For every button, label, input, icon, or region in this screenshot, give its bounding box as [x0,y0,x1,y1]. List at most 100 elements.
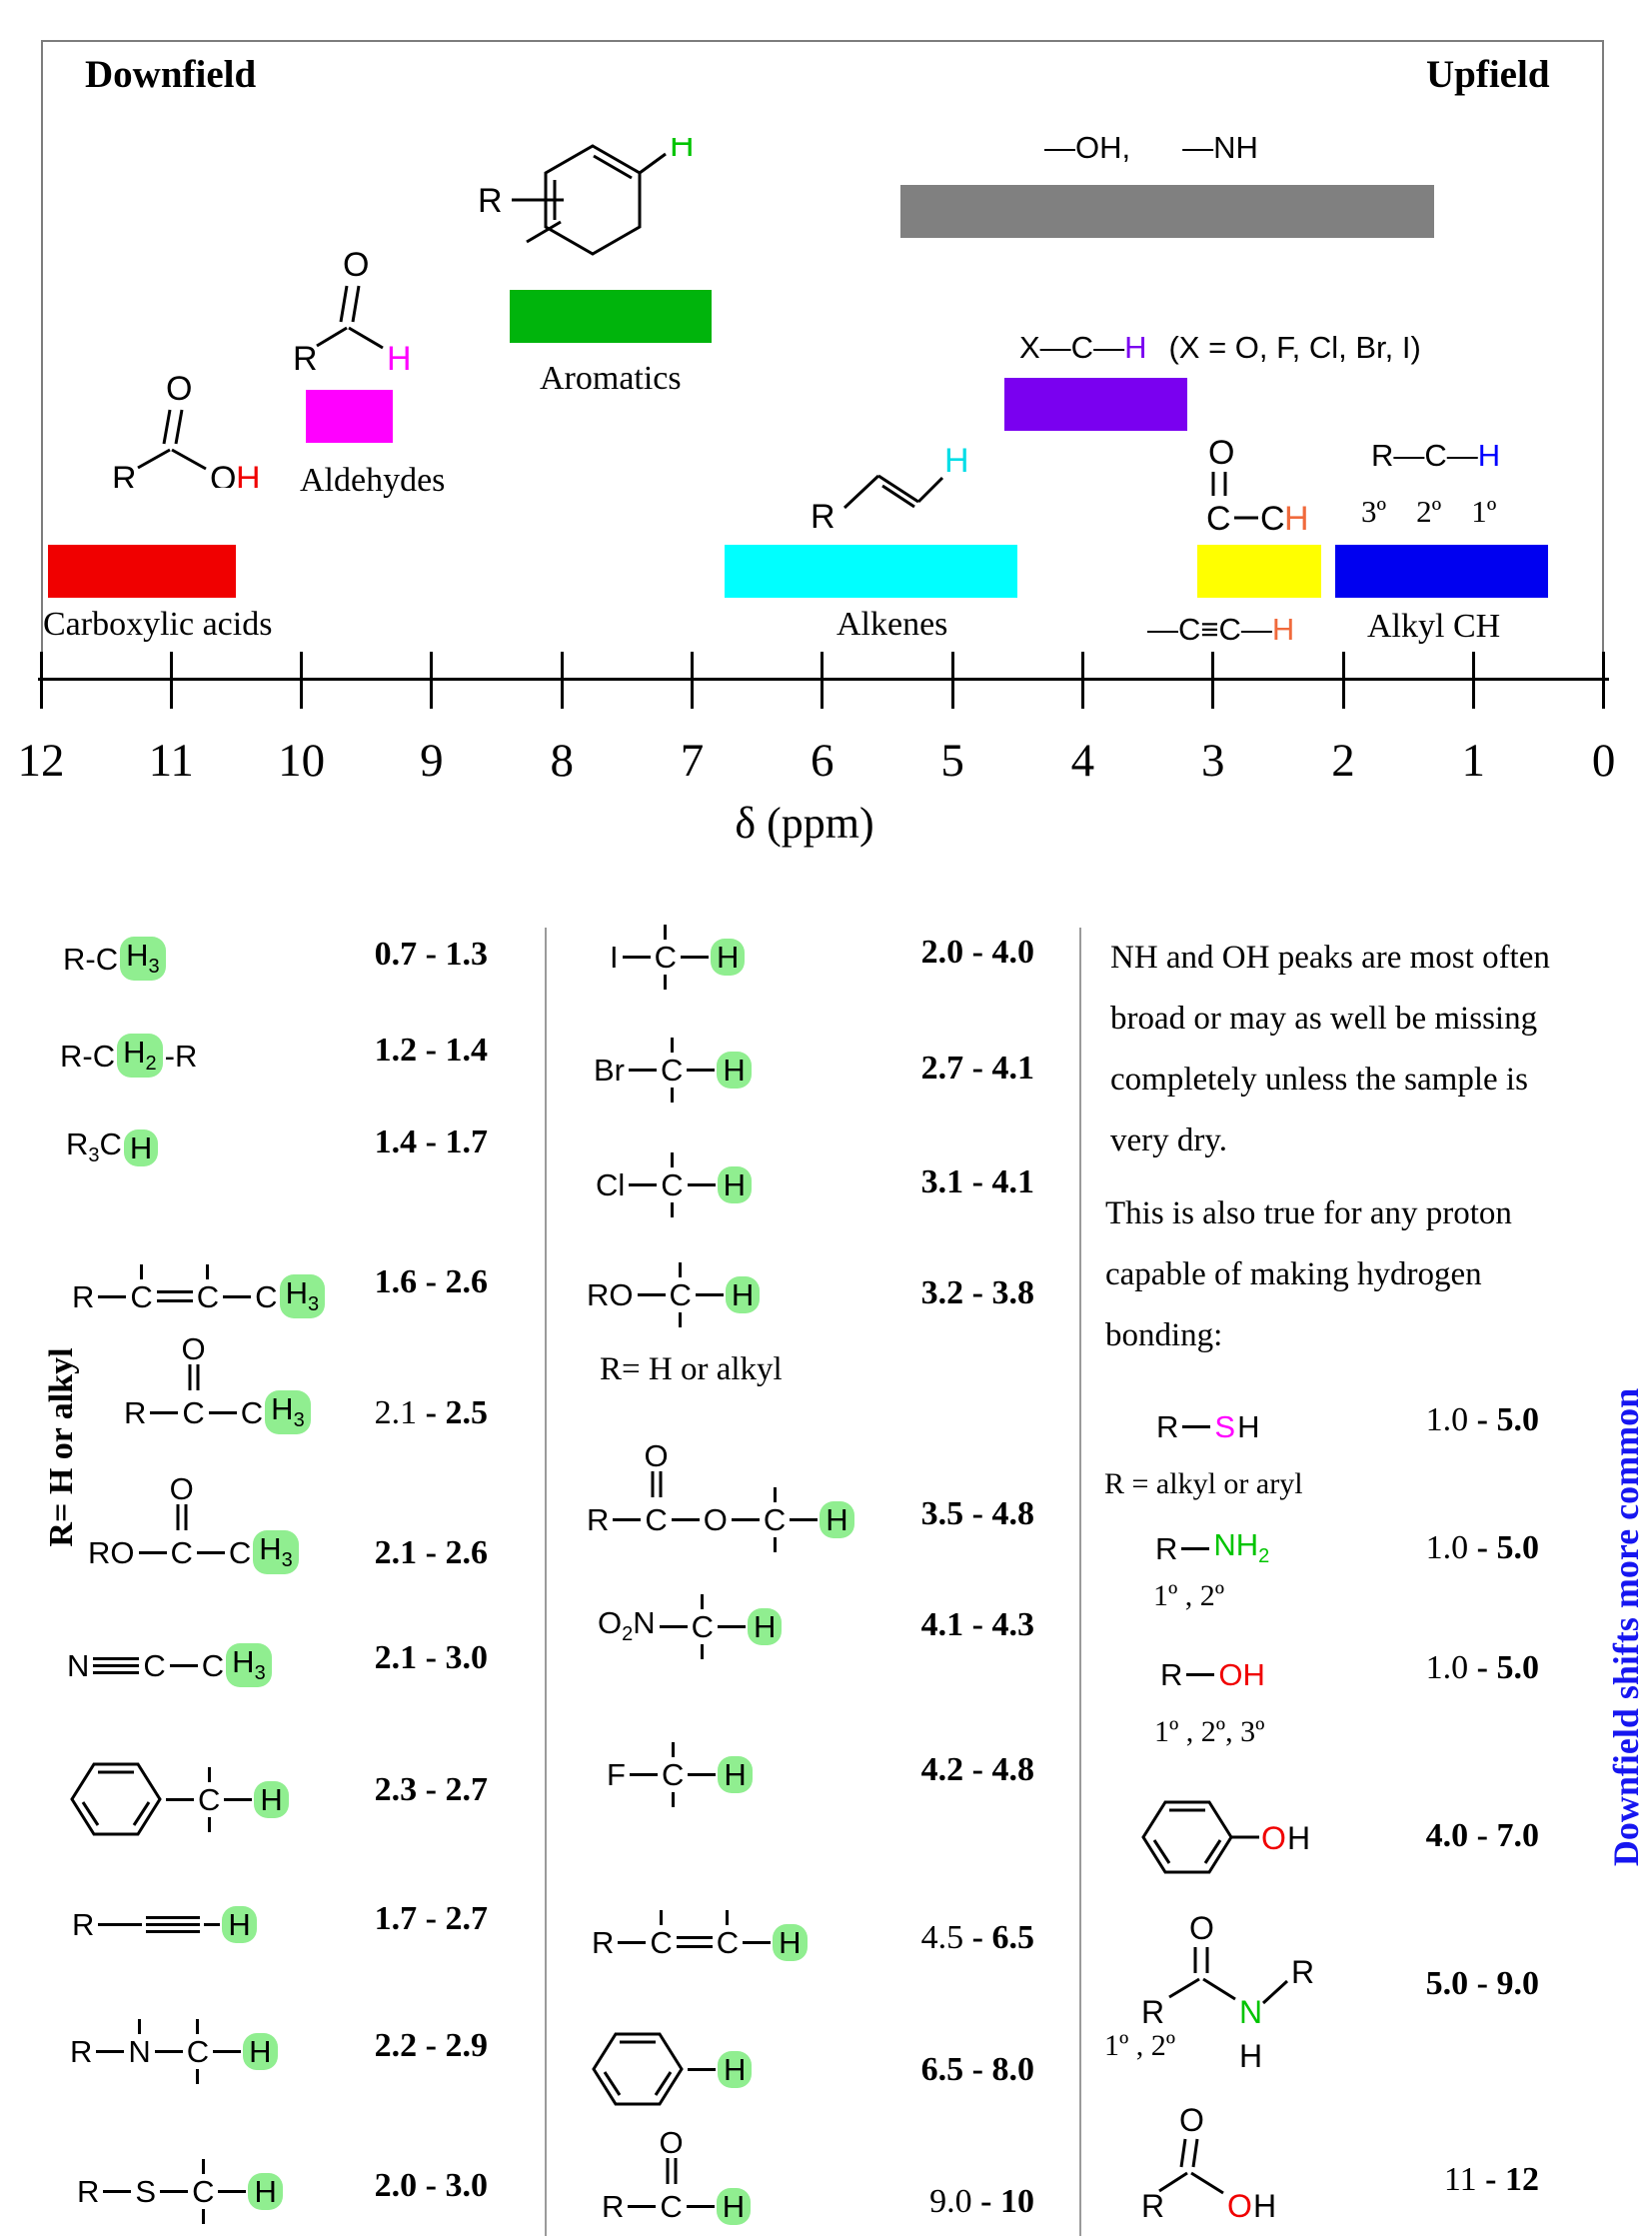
axis-tick [1211,652,1215,709]
region-bar-x-c-h [1004,378,1187,431]
atom-o: O [1189,1911,1214,1946]
carbonyl-double-bond-icon [666,2157,678,2184]
shift-range: 2.3 - 2.7 [374,1771,488,1808]
highlighted-h: H [717,1165,753,1203]
carbonyl-double-bond-icon [176,1503,188,1530]
atom-o: O [166,370,192,408]
shift-range: 1.7 - 2.7 [374,1900,488,1937]
highlighted-h: H [248,2172,283,2210]
highlighted-h: H3 [120,937,166,981]
region-bar-aromatics [510,290,713,343]
upfield-label: Upfield [1426,53,1550,96]
shift-range: 2.7 - 4.1 [920,1050,1034,1087]
bond-icon [223,1294,252,1298]
bond-icon [204,1922,221,1926]
axis-tick-label: 6 [811,735,834,787]
structure-r3ch: R3C H [64,1125,159,1169]
triple-bond-icon [93,1656,140,1674]
shift-range: 9.0 - 10 [929,2183,1034,2220]
degree-labels: 3º 2º 1º [1361,494,1496,530]
shift-range: 2.2 - 2.9 [374,2027,488,2064]
r-h-or-alkyl-note: R= H or alkyl [600,1351,783,1387]
phenol-structure: O H [1141,1800,1310,1874]
atom-o: O [1179,2102,1204,2138]
thiol-s-magenta: S [1214,1408,1236,1444]
aromatic-h-green: H [670,138,695,164]
shift-range: 1.4 - 1.7 [374,1123,488,1160]
highlighted-h: H [717,1051,752,1089]
rch-h-blue: H [1477,438,1501,473]
bond-icon [618,1940,647,1944]
hydrogen-bonding-paragraph: This is also true for any proton capable… [1105,1195,1512,1353]
atom-r: R [1141,1994,1164,2030]
axis-tick-label: 4 [1070,735,1095,787]
highlighted-h: H3 [265,1390,311,1434]
bond-icon [637,1292,666,1296]
bond-icon [629,1068,657,1072]
shift-range: 6.5 - 8.0 [920,2051,1034,2088]
highlighted-h: H [243,2032,278,2070]
formula-text: R-C [63,941,119,977]
bond-icon [150,1410,179,1414]
aldehydes-label: Aldehydes [300,462,446,499]
highlighted-h: H [711,938,746,976]
axis-tick-label: 0 [1591,735,1616,787]
highlighted-h: H [718,1755,753,1793]
bond-icon [686,2204,715,2208]
carboxylic-acids-label: Carboxylic acids [43,606,273,643]
axis-tick [1602,652,1606,709]
formula-text: R3C [66,1126,122,1167]
region-bar-alkyl [1335,545,1548,598]
bond-icon [687,1068,716,1072]
double-bond-icon [156,1290,193,1302]
bond-icon [208,1410,237,1414]
carboxylic-acid-structure: O R O H [112,370,261,488]
bond-icon [629,1182,658,1186]
double-bond-icon [676,1936,713,1948]
axis-tick-label: 1 [1461,735,1486,787]
highlighted-h: H [718,2050,753,2088]
cech-prefix: —C≡C— [1147,612,1272,647]
xch-h-purple: H [1124,330,1147,365]
acetyl-h-orange: H [1284,500,1309,536]
rch-label: R—C—H [1371,438,1500,474]
acid-h-red: H [236,460,261,488]
nh-oh-paragraph: NH and OH peaks are most often broad or … [1110,940,1550,1158]
structure-r-ch2-r: R-C H2 -R [58,1034,199,1078]
bond-icon [695,1292,724,1296]
highlighted-h: H [748,1607,783,1645]
amide-n-green: N [1239,1994,1262,2030]
alkenes-label: Alkenes [836,606,948,643]
bond-icon [629,1772,658,1776]
bond-icon [628,2204,657,2208]
column-divider-2 [1079,928,1081,2236]
bond-icon [213,2049,242,2053]
bond-icon [790,1517,819,1521]
bond-icon [96,2049,125,2053]
region-bar-aldehydes [305,390,393,443]
axis-tick-label: 8 [550,735,574,787]
column-divider-1 [545,928,547,2236]
aldehyde-h-magenta: H [387,340,412,374]
shift-range: 1.0 - 5.0 [1425,1401,1539,1438]
bond-icon [671,1517,700,1521]
highlighted-h: H3 [253,1530,299,1574]
shift-range: 2.1 - 2.6 [374,1534,488,1571]
shift-range: 1.6 - 2.6 [374,1263,488,1300]
nitro-group: O2N [598,1605,656,1646]
phenol-o-red: O [1261,1820,1286,1856]
bond-icon [138,1550,167,1554]
atom-c: C [1206,500,1231,536]
carbonyl-double-bond-icon [651,1470,663,1497]
shift-range: 4.0 - 7.0 [1425,1817,1539,1854]
formula-text: -R [164,1038,198,1074]
axis-title: δ (ppm) [735,799,874,848]
carbonyl-double-bond-icon [188,1363,200,1390]
alkene-structure: R H [811,442,969,536]
formula-text: R-C [60,1038,116,1074]
